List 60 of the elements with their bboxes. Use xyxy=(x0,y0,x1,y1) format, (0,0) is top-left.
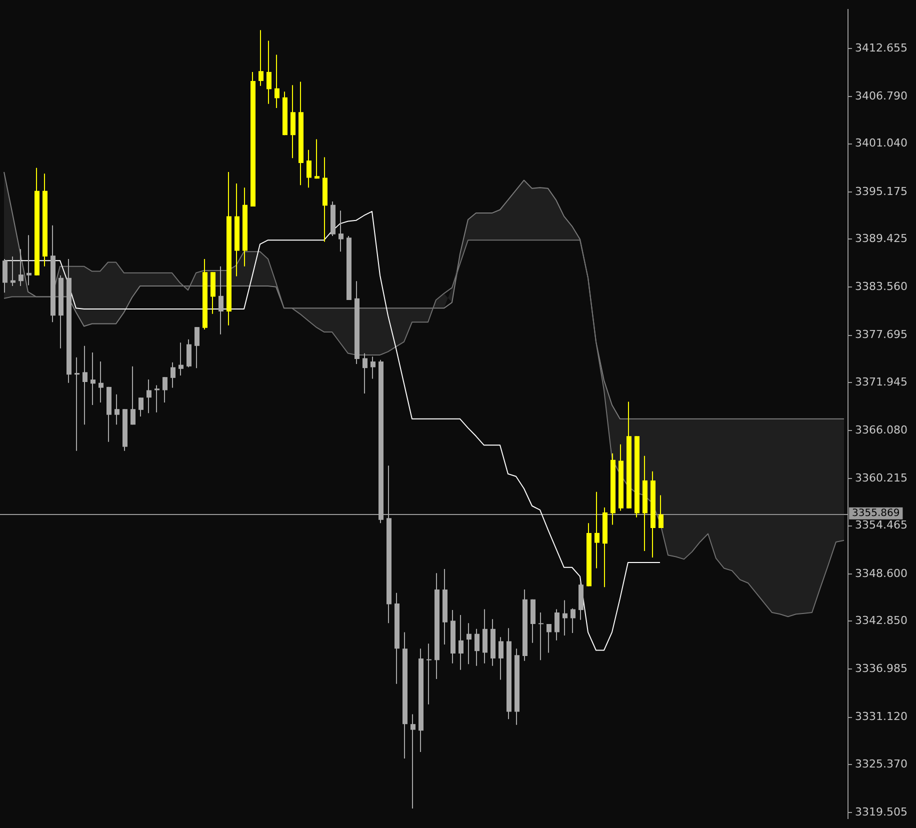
candlestick xyxy=(178,342,184,376)
y-tick-label: 3401.040 xyxy=(855,136,908,150)
candlestick xyxy=(26,234,32,286)
candlestick xyxy=(18,248,24,287)
y-tick-label: 3331.120 xyxy=(855,710,908,724)
candlestick xyxy=(170,362,176,388)
y-tick-label: 3377.695 xyxy=(855,328,908,342)
candlestick xyxy=(186,338,192,368)
y-tick-label: 3360.215 xyxy=(855,472,908,485)
candlestick xyxy=(570,608,576,634)
candlestick xyxy=(466,622,472,665)
candlestick xyxy=(474,628,480,666)
y-tick-label: 3366.080 xyxy=(855,423,908,436)
candlestick xyxy=(130,366,136,426)
y-tick-label: 3406.790 xyxy=(855,89,908,102)
candlestick xyxy=(274,54,280,109)
y-tick-label: 3325.370 xyxy=(855,757,908,770)
candlestick xyxy=(194,326,200,369)
candlestick xyxy=(218,266,224,335)
candlestick xyxy=(458,614,464,670)
y-tick-label: 3389.425 xyxy=(855,232,908,245)
candlestick xyxy=(154,384,160,413)
ref-line-label: 3355.869 xyxy=(852,508,900,519)
candlestick xyxy=(482,608,488,664)
candlestick xyxy=(258,30,264,86)
y-tick-label: 3342.850 xyxy=(855,614,908,627)
candlestick xyxy=(370,356,376,380)
candlestick xyxy=(546,623,552,654)
candlestick xyxy=(90,352,96,406)
candlestick xyxy=(82,345,88,426)
y-tick-label: 3354.465 xyxy=(855,518,908,532)
candlestick xyxy=(98,361,104,404)
y-tick-label: 3336.985 xyxy=(855,662,908,676)
candlestick xyxy=(426,643,432,705)
y-tick-label: 3383.560 xyxy=(855,280,908,294)
candlestick xyxy=(138,397,144,417)
candlestick xyxy=(498,636,504,680)
y-tick-label: 3395.175 xyxy=(855,184,908,198)
candlestick xyxy=(290,84,296,159)
candlestick xyxy=(266,40,272,104)
candlestick xyxy=(362,352,368,394)
candlestick xyxy=(2,258,8,294)
candlestick xyxy=(658,494,664,529)
candlestick xyxy=(162,376,168,404)
candlestick xyxy=(338,210,344,252)
y-tick-label: 3371.945 xyxy=(855,375,908,388)
candlestick xyxy=(74,356,80,452)
candlestick xyxy=(314,138,320,180)
candlestick xyxy=(410,714,416,810)
y-tick-label: 3348.600 xyxy=(855,566,908,580)
candlestick xyxy=(554,608,560,641)
candlestick xyxy=(10,256,16,287)
candlestick xyxy=(562,600,568,636)
candlestick xyxy=(594,491,600,569)
y-tick-label: 3412.655 xyxy=(855,41,908,54)
candlestick xyxy=(114,394,120,426)
candlestick xyxy=(146,379,152,414)
candlestick xyxy=(306,149,312,188)
y-tick-label: 3319.505 xyxy=(855,805,908,818)
candlestick xyxy=(538,612,544,661)
